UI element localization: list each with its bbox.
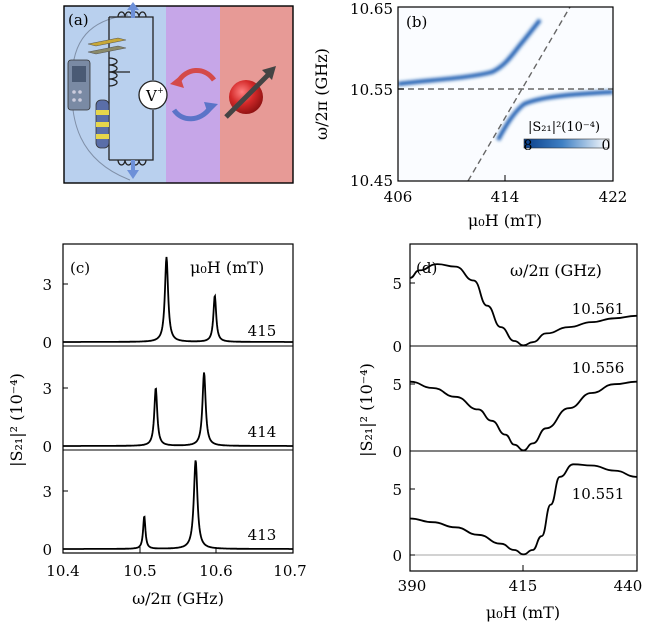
middle-coil-icon bbox=[108, 57, 118, 87]
avoided-crossing-branches bbox=[398, 18, 613, 141]
panel-d-trace-label-2: 10.551 bbox=[572, 485, 625, 503]
panel-d-xtick-1: 415 bbox=[509, 577, 538, 595]
dashed-diagonal bbox=[467, 7, 571, 181]
panel-c-xtick-0: 10.4 bbox=[46, 562, 79, 580]
panel-c-trace-label-2: 413 bbox=[248, 526, 277, 544]
panel-c-xtick-3: 10.7 bbox=[273, 562, 306, 580]
voltmeter-sup: + bbox=[157, 86, 164, 95]
panel-c-ytick-3-mid: 3 bbox=[42, 380, 52, 398]
panel-c-y-title: |S₂₁|² (10⁻⁴) bbox=[7, 373, 26, 467]
panel-d-y-title: |S₂₁|² (10⁻⁴) bbox=[357, 363, 376, 457]
voltmeter-icon: V + bbox=[138, 80, 168, 110]
panel-d-ytick-0-bot: 0 bbox=[392, 547, 402, 565]
panel-d-trace-label-0: 10.561 bbox=[572, 300, 625, 318]
panel-a-middle-region bbox=[166, 6, 220, 183]
panel-b: (b) |S₂₁|²(10⁻⁴) 8 0 10.65 10.55 10.45 4… bbox=[312, 0, 627, 230]
chip-icon bbox=[67, 59, 91, 111]
panel-d-trace-10.551 bbox=[409, 463, 638, 556]
panel-b-x-title: μ₀H (mT) bbox=[468, 211, 542, 230]
panel-b-ytick-0: 10.65 bbox=[350, 0, 393, 18]
panel-d-trace-10.556 bbox=[409, 380, 638, 452]
panel-d-trace-label-1: 10.556 bbox=[572, 359, 625, 377]
panel-c-trace-label-1: 414 bbox=[248, 423, 277, 441]
bottom-arrow-icon bbox=[127, 160, 139, 179]
panel-a: (a) bbox=[63, 2, 294, 184]
panel-d-trace-10.561 bbox=[409, 263, 638, 347]
panel-c-xtick-1: 10.5 bbox=[123, 562, 156, 580]
panel-c-trace-414 bbox=[63, 372, 293, 447]
panel-b-label: (b) bbox=[406, 13, 427, 31]
panel-c-ytick-3-top: 3 bbox=[42, 276, 52, 294]
panel-d-label: (d) bbox=[416, 259, 437, 277]
panel-c-ytick-0-mid: 0 bbox=[42, 438, 52, 456]
panel-d-xtick-2: 440 bbox=[614, 577, 643, 595]
top-arrow-icon bbox=[127, 2, 139, 18]
colorbar-min-label: 8 bbox=[524, 138, 533, 154]
panel-d-ytick-5-bot: 5 bbox=[392, 481, 402, 499]
panel-d-legend-title: ω/2π (GHz) bbox=[510, 261, 602, 280]
panel-c-legend-title: μ₀H (mT) bbox=[190, 258, 264, 277]
coupling-arrows-icon bbox=[170, 68, 218, 122]
panel-b-ytick-2: 10.45 bbox=[350, 172, 393, 190]
panel-c-trace-label-0: 415 bbox=[248, 322, 277, 340]
panel-b-xtick-1: 414 bbox=[491, 188, 520, 206]
panel-c-xtick-2: 10.6 bbox=[199, 562, 232, 580]
panel-c-trace-415 bbox=[63, 256, 293, 343]
panel-d-ytick-5-top: 5 bbox=[392, 275, 402, 293]
capacitor-plates-icon bbox=[87, 37, 127, 55]
panel-b-xtick-2: 422 bbox=[599, 188, 628, 206]
panel-d-x-title: μ₀H (mT) bbox=[486, 603, 560, 622]
colorbar bbox=[523, 138, 610, 149]
panel-c-trace-413 bbox=[63, 460, 293, 550]
magnet-sphere-icon bbox=[224, 66, 276, 119]
panel-b-xtick-0: 406 bbox=[384, 188, 413, 206]
resistor-icon bbox=[95, 99, 110, 149]
panel-c-ytick-0-top: 0 bbox=[42, 334, 52, 352]
voltmeter-label: V bbox=[145, 87, 158, 105]
panel-b-y-title: ω/2π (GHz) bbox=[312, 48, 331, 140]
panel-d-ytick-0-top: 0 bbox=[392, 338, 402, 356]
panel-c: (c) μ₀H (mT) 415 414 413 3 0 3 0 3 0 10.… bbox=[7, 243, 307, 608]
colorbar-title: |S₂₁|²(10⁻⁴) bbox=[528, 120, 600, 135]
panel-d: (d) ω/2π (GHz) 10.561 10.556 10.551 5 0 … bbox=[357, 243, 643, 622]
panel-c-x-title: ω/2π (GHz) bbox=[132, 589, 224, 608]
colorbar-max-label: 0 bbox=[602, 138, 611, 154]
lower-branch bbox=[496, 90, 613, 141]
panel-c-label: (c) bbox=[70, 259, 90, 277]
panel-d-ytick-5-mid: 5 bbox=[392, 376, 402, 394]
panel-c-ytick-0-bot: 0 bbox=[42, 541, 52, 559]
panel-d-xtick-0: 390 bbox=[398, 577, 427, 595]
panel-b-ytick-1: 10.55 bbox=[350, 81, 393, 99]
panel-c-ytick-3-bot: 3 bbox=[42, 483, 52, 501]
panel-d-ytick-0-mid: 0 bbox=[392, 443, 402, 461]
panel-a-label: (a) bbox=[68, 11, 89, 29]
upper-branch bbox=[398, 18, 542, 86]
